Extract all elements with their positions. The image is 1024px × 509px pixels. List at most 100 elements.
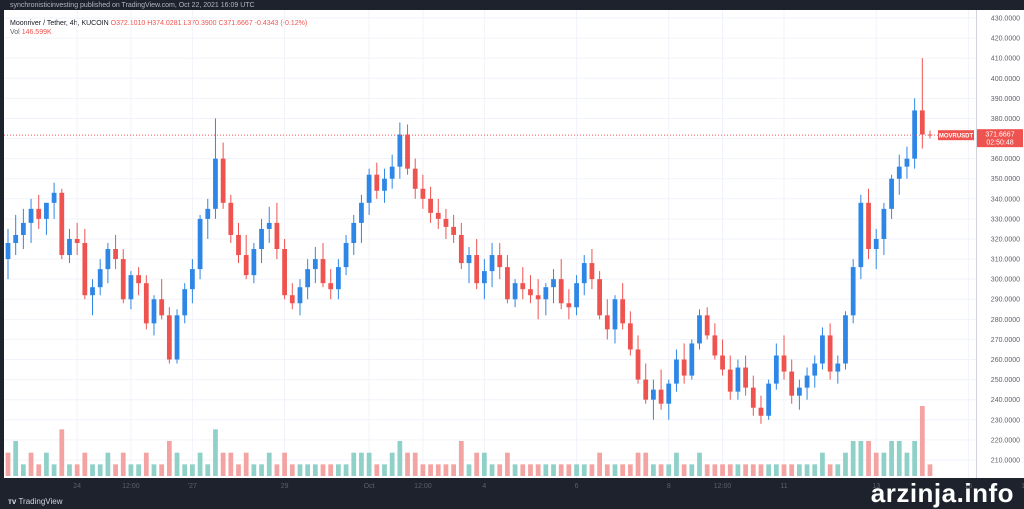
candle-body bbox=[535, 295, 541, 300]
volume-bar bbox=[843, 452, 848, 476]
volume-bar bbox=[789, 464, 795, 476]
x-tick-label: 4 bbox=[482, 483, 486, 490]
candle-body bbox=[735, 367, 741, 392]
candle-body bbox=[328, 283, 334, 290]
candle-body bbox=[896, 166, 902, 179]
candle-body bbox=[766, 383, 772, 416]
y-tick-label: 280.0000 bbox=[991, 317, 1020, 324]
price-tag-value: 371.6667 bbox=[985, 132, 1014, 139]
candle-body bbox=[520, 283, 526, 290]
x-tick-label: 29 bbox=[281, 483, 289, 490]
volume-bar bbox=[743, 464, 748, 476]
candle-body bbox=[213, 158, 218, 209]
candle-body bbox=[481, 271, 487, 284]
candle-body bbox=[374, 174, 380, 191]
volume-bar bbox=[466, 464, 472, 476]
candle-body bbox=[251, 249, 257, 276]
candle-body bbox=[120, 259, 126, 300]
legend-vol-value: 146.599K bbox=[21, 29, 52, 36]
y-tick-label: 300.0000 bbox=[991, 277, 1020, 284]
candle-body bbox=[474, 255, 480, 284]
candle-body bbox=[620, 299, 626, 324]
candle-body bbox=[919, 110, 925, 135]
candle-body bbox=[205, 208, 211, 219]
legend-ohlc: O372.1010 H374.0281 L370.3900 C371.6667 … bbox=[110, 20, 308, 27]
volume-bar bbox=[451, 464, 457, 476]
y-tick-label: 320.0000 bbox=[991, 236, 1020, 243]
volume-bar bbox=[59, 429, 65, 476]
candle-body bbox=[873, 238, 879, 250]
y-tick-label: 360.0000 bbox=[991, 156, 1020, 163]
y-tick-label: 330.0000 bbox=[991, 216, 1020, 223]
volume-bar bbox=[727, 464, 733, 476]
x-tick-label: Oct bbox=[364, 483, 375, 490]
volume-bar bbox=[205, 464, 211, 476]
volume-bar bbox=[389, 452, 395, 476]
candle-body bbox=[274, 222, 280, 250]
candle-body bbox=[359, 202, 364, 223]
volume-bar bbox=[912, 441, 918, 476]
candle-body bbox=[336, 267, 341, 290]
volume-bar bbox=[458, 441, 464, 476]
volume-bar bbox=[182, 464, 188, 476]
candle-body bbox=[428, 198, 433, 213]
volume-bar bbox=[74, 464, 80, 476]
volume-bar bbox=[896, 441, 902, 476]
volume-bar bbox=[566, 464, 572, 476]
volume-bar bbox=[489, 464, 495, 476]
candle-body bbox=[128, 275, 134, 300]
candle-body bbox=[635, 349, 641, 380]
volume-bar bbox=[697, 452, 702, 476]
volume-bar bbox=[773, 464, 779, 476]
candle-body bbox=[59, 192, 65, 256]
volume-bar bbox=[105, 452, 111, 476]
volume-bar bbox=[251, 464, 257, 476]
candle-body bbox=[781, 355, 787, 372]
candle-body bbox=[489, 255, 495, 272]
candle-body bbox=[743, 367, 748, 388]
candle-body bbox=[889, 178, 894, 209]
candle-body bbox=[259, 228, 264, 250]
volume-bar bbox=[136, 464, 141, 476]
candle-body bbox=[720, 355, 725, 370]
price-axis[interactable] bbox=[976, 10, 1024, 478]
volume-bar bbox=[443, 464, 449, 476]
price-tag bbox=[977, 129, 1023, 148]
volume-bar bbox=[919, 406, 925, 476]
candle-body bbox=[397, 134, 403, 167]
volume-bar bbox=[13, 441, 19, 476]
volume-bar bbox=[712, 464, 718, 476]
volume-bar bbox=[474, 452, 480, 476]
tradingview-brand-label: TradingView bbox=[18, 497, 63, 506]
volume-bar bbox=[428, 464, 433, 476]
volume-bar bbox=[336, 464, 341, 476]
candle-body bbox=[466, 255, 472, 264]
volume-bar bbox=[512, 464, 518, 476]
volume-bar bbox=[658, 464, 664, 476]
volume-bar bbox=[420, 464, 426, 476]
volume-bar bbox=[5, 452, 11, 476]
candle-body bbox=[5, 242, 11, 260]
volume-bar bbox=[528, 464, 533, 476]
volume-bar bbox=[166, 441, 172, 476]
candle-body bbox=[812, 363, 818, 376]
x-tick-label: 15 bbox=[965, 483, 973, 490]
candle-body bbox=[727, 369, 733, 392]
candle-body bbox=[858, 202, 864, 268]
candle-body bbox=[166, 315, 172, 360]
y-tick-label: 350.0000 bbox=[991, 176, 1020, 183]
candle-body bbox=[297, 287, 303, 304]
candle-body bbox=[243, 255, 249, 276]
tradingview-brand: ᴛᴠ TradingView bbox=[8, 497, 62, 506]
volume-bar bbox=[405, 452, 410, 476]
x-tick-label: '27 bbox=[188, 483, 197, 490]
volume-bar bbox=[351, 452, 357, 476]
candle-body bbox=[566, 303, 572, 308]
footer-bar bbox=[0, 494, 1024, 509]
candle-body bbox=[589, 263, 595, 280]
candle-body bbox=[643, 379, 649, 400]
volume-bar bbox=[558, 464, 564, 476]
volume-bar bbox=[274, 464, 280, 476]
